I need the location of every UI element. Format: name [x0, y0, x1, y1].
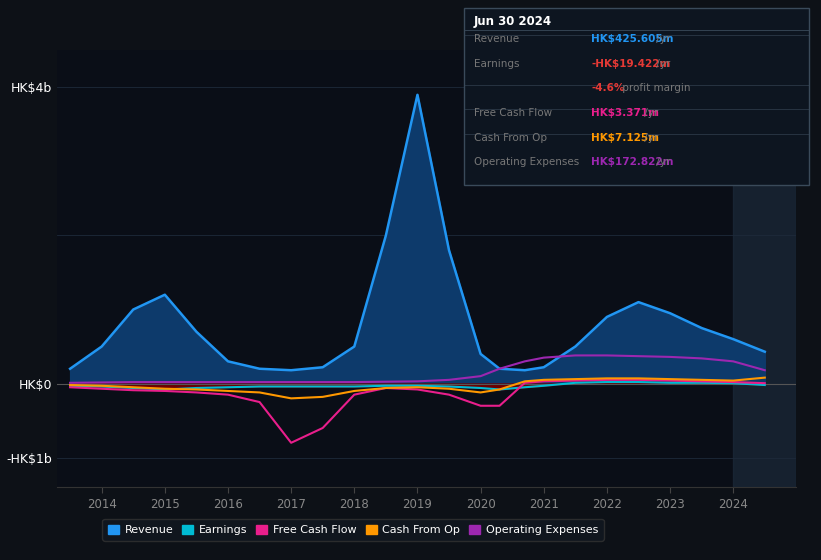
Text: -HK$19.422m: -HK$19.422m [591, 59, 671, 69]
Text: /yr: /yr [653, 157, 670, 167]
Text: Earnings: Earnings [474, 59, 519, 69]
Text: Operating Expenses: Operating Expenses [474, 157, 579, 167]
Text: HK$7.125m: HK$7.125m [591, 133, 659, 143]
Text: Free Cash Flow: Free Cash Flow [474, 108, 552, 118]
Text: profit margin: profit margin [619, 83, 690, 94]
Text: /yr: /yr [653, 34, 670, 44]
Text: Cash From Op: Cash From Op [474, 133, 547, 143]
Text: /yr: /yr [641, 108, 658, 118]
Text: /yr: /yr [641, 133, 658, 143]
Legend: Revenue, Earnings, Free Cash Flow, Cash From Op, Operating Expenses: Revenue, Earnings, Free Cash Flow, Cash … [103, 519, 603, 540]
Text: Jun 30 2024: Jun 30 2024 [474, 15, 552, 28]
Text: Revenue: Revenue [474, 34, 519, 44]
Text: HK$172.822m: HK$172.822m [591, 157, 673, 167]
Text: HK$3.371m: HK$3.371m [591, 108, 659, 118]
Text: /yr: /yr [653, 59, 670, 69]
Text: -4.6%: -4.6% [591, 83, 625, 94]
Bar [733, 50, 796, 487]
Text: HK$425.605m: HK$425.605m [591, 34, 673, 44]
